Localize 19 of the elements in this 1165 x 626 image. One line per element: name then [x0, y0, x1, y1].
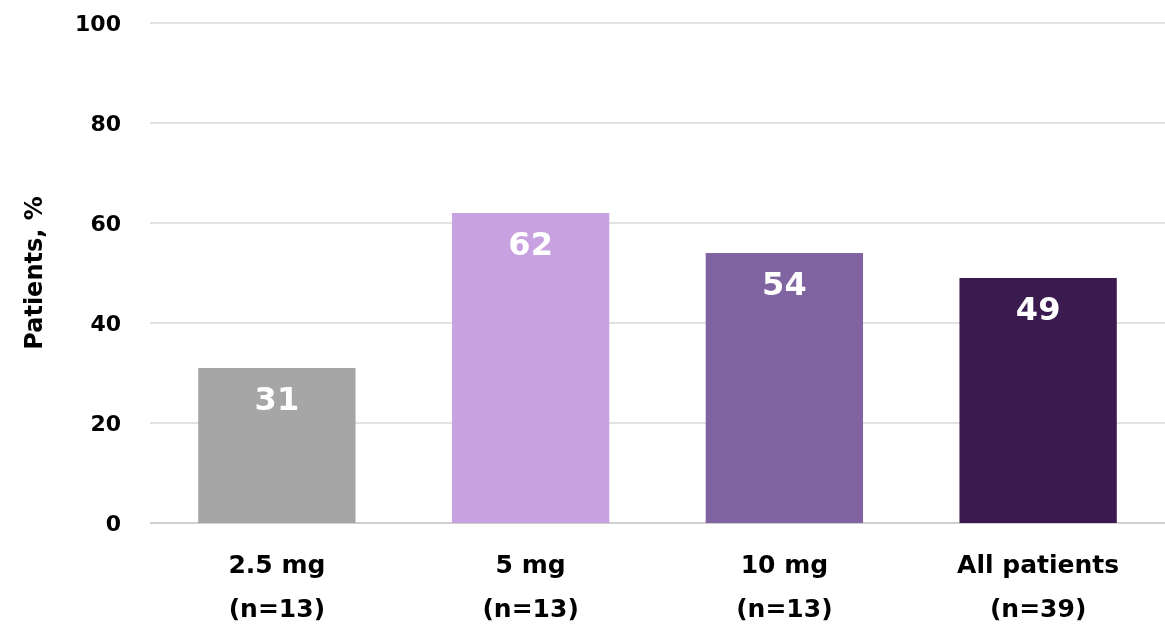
y-tick-label: 100: [75, 10, 121, 36]
y-tick-label: 80: [90, 110, 121, 136]
bar: [959, 278, 1117, 523]
x-tick-label: 5 mg (n=13): [482, 550, 579, 623]
y-tick-label: 40: [90, 310, 121, 336]
y-axis-title: Patients, %: [20, 196, 48, 350]
data-label: 62: [508, 225, 553, 263]
x-tick-label: 2.5 mg (n=13): [228, 550, 326, 623]
bar: [451, 213, 610, 523]
y-tick-label: 20: [90, 410, 121, 436]
data-label: 31: [254, 380, 300, 418]
y-tick-label: 0: [105, 510, 121, 536]
x-tick-label: 10 mg (n=13): [736, 550, 833, 623]
data-label: 49: [1015, 290, 1061, 328]
y-tick-label: 60: [90, 210, 121, 236]
bar: [705, 253, 864, 523]
data-label: 54: [762, 265, 807, 303]
bar: [198, 368, 356, 523]
x-tick-label: All patients (n=39): [957, 550, 1120, 623]
